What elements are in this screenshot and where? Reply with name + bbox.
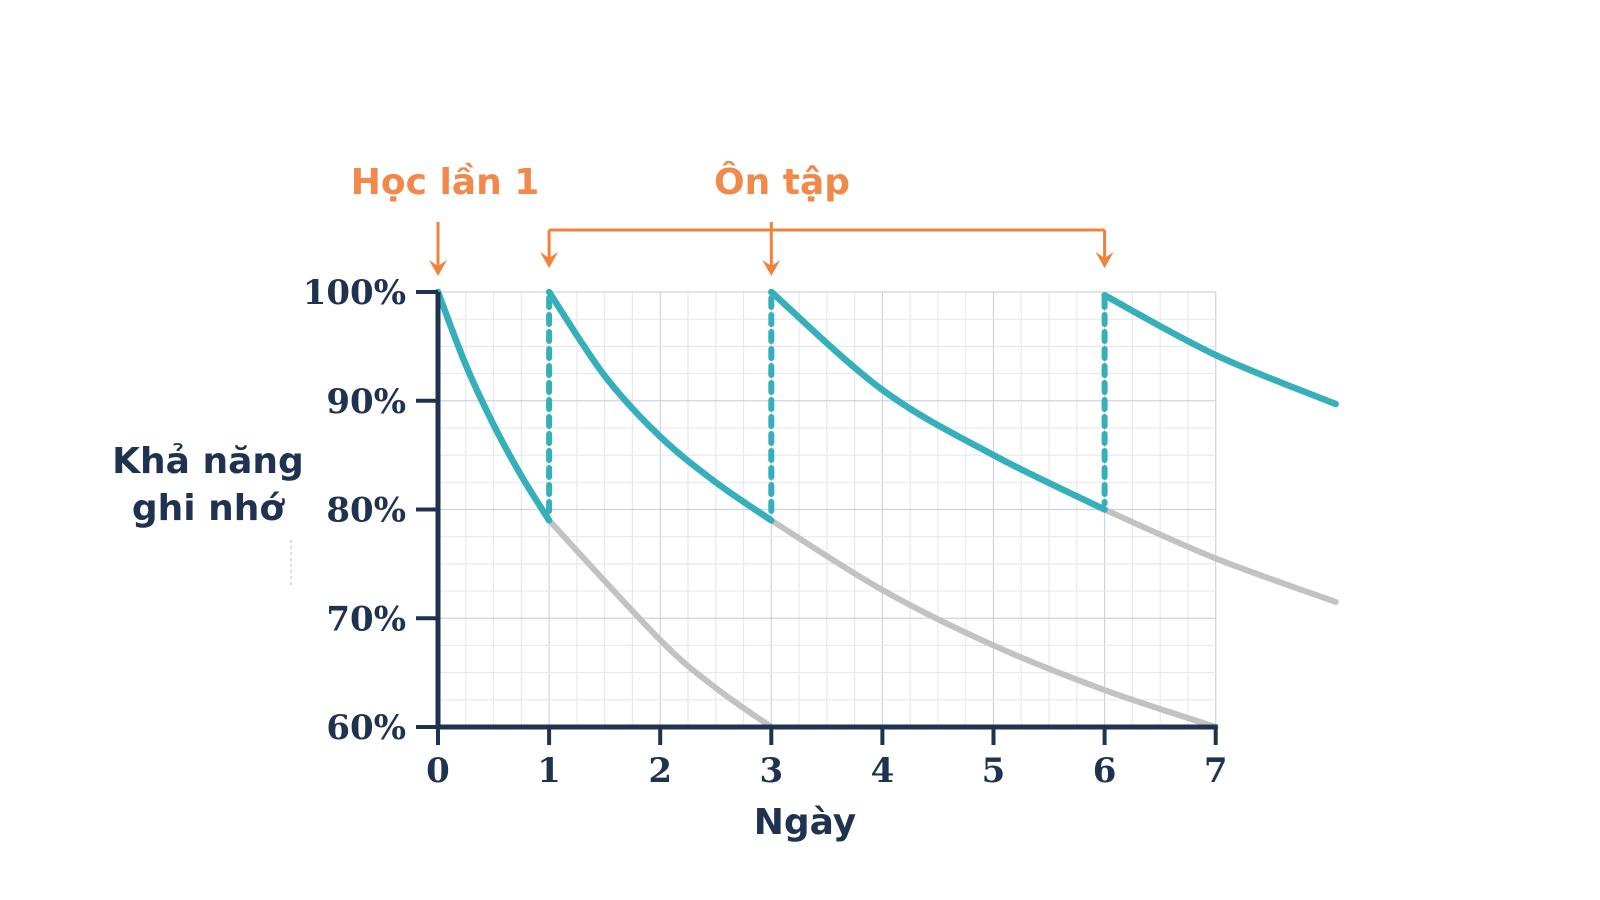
- x-tick-label: 2: [648, 751, 672, 791]
- retention-with-review-2: [545, 288, 775, 524]
- y-tick-label: 70%: [326, 599, 406, 639]
- x-tick-label: 1: [537, 751, 561, 791]
- retention-with-review-3: [768, 288, 1108, 513]
- retention-with-review-4: [1101, 292, 1339, 408]
- arrow-head-icon: [429, 260, 447, 276]
- tick-labels: 60% 70% 80% 90% 100% 0 1 2 3 4 5 6 7: [303, 273, 1228, 791]
- y-axis-label-line2: ghi nhớ: [132, 488, 286, 529]
- y-axis-label-line1: Khả năng: [112, 441, 304, 482]
- arrow-head-icon: [540, 252, 559, 268]
- forgetting-without-review-2: [768, 517, 1219, 730]
- y-tick-label: 60%: [326, 708, 406, 748]
- x-tick-label: 7: [1204, 751, 1228, 791]
- x-tick-label: 5: [982, 751, 1006, 791]
- forgetting-without-review-1: [546, 517, 775, 730]
- x-tick-label: 4: [871, 751, 895, 791]
- arrow-head-icon: [1095, 252, 1114, 268]
- axes: [416, 290, 1218, 745]
- retention-with-review-1: [434, 288, 553, 524]
- x-tick-label: 3: [759, 751, 783, 791]
- y-tick-label: 80%: [326, 491, 406, 531]
- review-label: Ôn tập: [714, 161, 850, 203]
- y-tick-label: 100%: [303, 273, 406, 313]
- annotation-arrows: [429, 222, 1114, 276]
- x-tick-label: 6: [1093, 751, 1117, 791]
- forgetting-without-review-3: [1101, 506, 1339, 605]
- y-tick-label: 90%: [326, 382, 406, 422]
- first-study-label: Học lần 1: [351, 162, 540, 203]
- x-axis-label: Ngày: [754, 802, 857, 843]
- curves: [434, 288, 1339, 730]
- arrow-head-icon: [762, 260, 781, 276]
- x-tick-label: 0: [426, 751, 450, 791]
